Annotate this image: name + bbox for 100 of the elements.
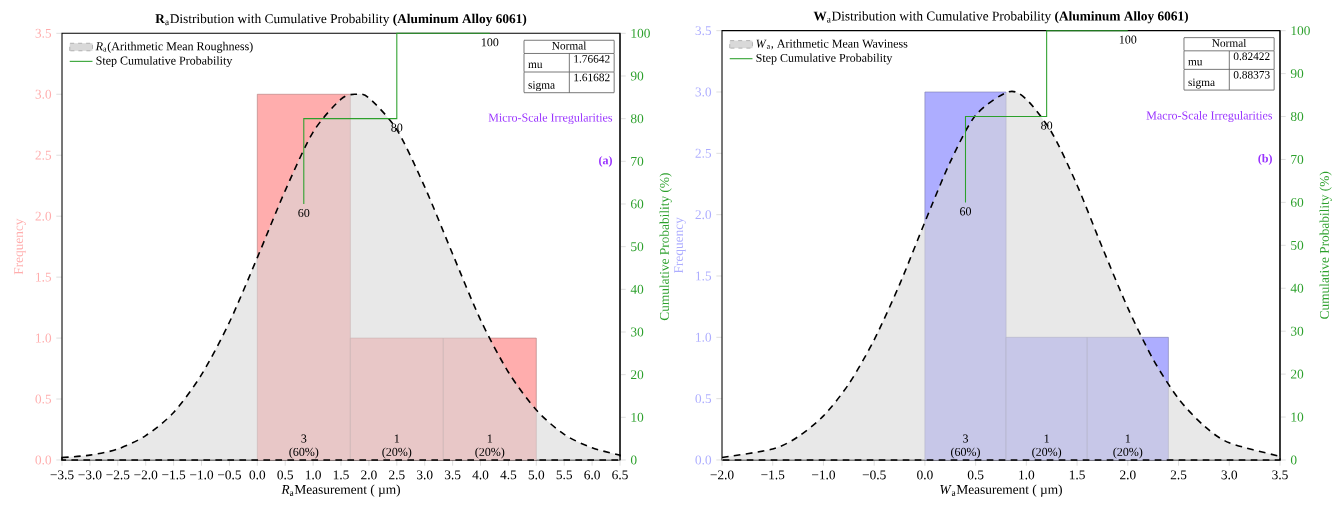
- x-tick-label: 1.5: [1069, 470, 1085, 480]
- annotation: (b): [1258, 154, 1272, 165]
- y2-axis-title: Cumulative Probability (%): [659, 173, 672, 321]
- x-tick-label: −3.5: [50, 470, 74, 480]
- x-tick-label: 3.5: [1272, 470, 1288, 480]
- annotation: sigma: [528, 81, 555, 92]
- x-tick-label: −2.5: [106, 470, 130, 480]
- y2-tick-label: 90: [1290, 69, 1304, 79]
- y-tick-label: 3.5: [695, 26, 712, 36]
- y2-tick-label: 80: [1290, 112, 1304, 122]
- x-tick-label: −3.0: [78, 470, 102, 480]
- y-tick-label: 0.0: [695, 455, 712, 465]
- x-tick-label: 2.0: [1120, 470, 1136, 480]
- x-tick-label: 4.5: [500, 470, 517, 480]
- y2-tick-label: 10: [1291, 412, 1304, 422]
- x-tick-label: −1.5: [162, 470, 186, 480]
- legend-label: Step Cumulative Probability: [96, 56, 233, 68]
- annotation: mu: [1188, 59, 1203, 66]
- legend-label: R$_{a}$(Arithmetic Mean Roughness): [95, 41, 253, 53]
- y-tick-label: 2.0: [35, 211, 52, 221]
- y-axis-title: Frequency: [674, 217, 686, 274]
- x-tick-label: 2.5: [1170, 470, 1187, 480]
- y-tick-label: 0.5: [35, 394, 52, 404]
- x-tick-label: 6.5: [612, 470, 628, 480]
- x-tick-label: 3.0: [1221, 470, 1238, 480]
- y2-tick-label: 20: [631, 370, 644, 380]
- data-label: 1 (20%): [1113, 434, 1143, 459]
- data-label: 3 (60%): [951, 434, 980, 459]
- y-tick-label: 0.5: [695, 394, 712, 404]
- y2-tick-label: 50: [1291, 240, 1304, 250]
- data-label: 3 (60%): [289, 434, 319, 459]
- x-tick-label: 5.5: [556, 470, 573, 480]
- x-tick-label: 0.5: [277, 470, 294, 480]
- y-tick-label: 3.0: [695, 87, 712, 97]
- x-tick-label: 6.0: [584, 470, 600, 480]
- y2-tick-label: 0: [1290, 455, 1297, 465]
- data-label: 60: [960, 207, 972, 216]
- x-tick-label: 2.5: [389, 470, 405, 480]
- y2-tick-label: 40: [630, 284, 644, 294]
- y-tick-label: 1.0: [36, 333, 52, 343]
- annotation: sigma: [1188, 78, 1215, 89]
- y2-tick-label: 100: [631, 28, 650, 38]
- legend-label: Step Cumulative Probability: [756, 53, 893, 65]
- data-label: 100: [481, 38, 499, 47]
- y2-tick-label: 60: [630, 199, 644, 209]
- x-tick-label: 0.0: [249, 470, 266, 480]
- x-tick-label: 5.0: [528, 470, 545, 480]
- y2-tick-label: 0: [630, 455, 637, 465]
- y2-axis-title: Cumulative Probability (%): [1319, 171, 1332, 319]
- annotation: Normal: [552, 41, 587, 50]
- annotation: Micro-Scale Irregularities: [488, 113, 613, 125]
- annotation: 0.82422: [1233, 52, 1270, 61]
- x-tick-label: 0.5: [967, 470, 984, 480]
- y2-tick-label: 50: [631, 242, 644, 252]
- data-label: 1 (20%): [475, 434, 505, 459]
- annotation: Macro-Scale Irregularities: [1146, 111, 1273, 122]
- data-label: 1 (20%): [1032, 434, 1062, 459]
- x-tick-label: −0.5: [862, 470, 886, 480]
- x-tick-label: −2.0: [710, 470, 734, 480]
- annotation: mu: [528, 62, 543, 69]
- y-tick-label: 2.5: [695, 148, 712, 158]
- y2-tick-label: 70: [631, 156, 644, 166]
- x-tick-label: 3.0: [417, 470, 433, 480]
- x-tick-label: 2.0: [361, 470, 377, 480]
- y-axis-title: Frequency: [14, 218, 26, 275]
- y2-tick-label: 70: [1291, 154, 1304, 164]
- y2-tick-label: 90: [630, 71, 644, 81]
- x-tick-label: −1.0: [190, 470, 214, 480]
- y2-tick-label: 20: [1290, 369, 1304, 379]
- x-tick-label: 3.5: [444, 470, 461, 480]
- y2-tick-label: 100: [1291, 26, 1310, 36]
- x-tick-label: 1.0: [1019, 470, 1035, 480]
- data-label: 100: [1119, 35, 1137, 44]
- x-axis-title: R$_{a}$Measurement ( µm): [281, 484, 400, 497]
- y-tick-label: 2.0: [695, 210, 712, 220]
- y-tick-label: 1.0: [696, 332, 712, 342]
- y-tick-label: 1.5: [696, 271, 712, 281]
- chart-title: W$_{a}$Distribution with Cumulative Probability (Aluminum Alloy 6061): [813, 11, 1188, 24]
- legend-label: W$_{a}$, Arithmetic Mean Waviness: [756, 39, 908, 50]
- x-tick-label: −0.5: [217, 470, 241, 480]
- annotation: 0.88373: [1233, 70, 1270, 79]
- x-tick-label: −1.0: [812, 470, 836, 480]
- x-tick-label: 4.0: [472, 470, 489, 480]
- y-tick-label: 3.5: [35, 28, 52, 38]
- y2-tick-label: 80: [630, 114, 644, 124]
- x-tick-label: 1.0: [305, 470, 321, 480]
- x-tick-label: 0.0: [917, 470, 933, 480]
- y2-tick-label: 60: [1290, 197, 1304, 207]
- x-tick-label: −1.5: [761, 470, 785, 480]
- annotation: Normal: [1212, 38, 1247, 47]
- data-label: 80: [391, 123, 403, 132]
- x-tick-label: 1.5: [333, 470, 349, 480]
- y2-tick-label: 30: [631, 327, 644, 337]
- y2-tick-label: 10: [631, 412, 644, 422]
- y-tick-label: 2.5: [35, 150, 52, 160]
- chart-title: R$_{a}$Distribution with Cumulative Probability (Aluminum Alloy 6061): [155, 13, 527, 26]
- y-tick-label: 0.0: [35, 455, 52, 465]
- annotation: 1.76642: [574, 55, 610, 63]
- data-label: 1 (20%): [382, 434, 412, 459]
- data-label: 60: [298, 208, 310, 218]
